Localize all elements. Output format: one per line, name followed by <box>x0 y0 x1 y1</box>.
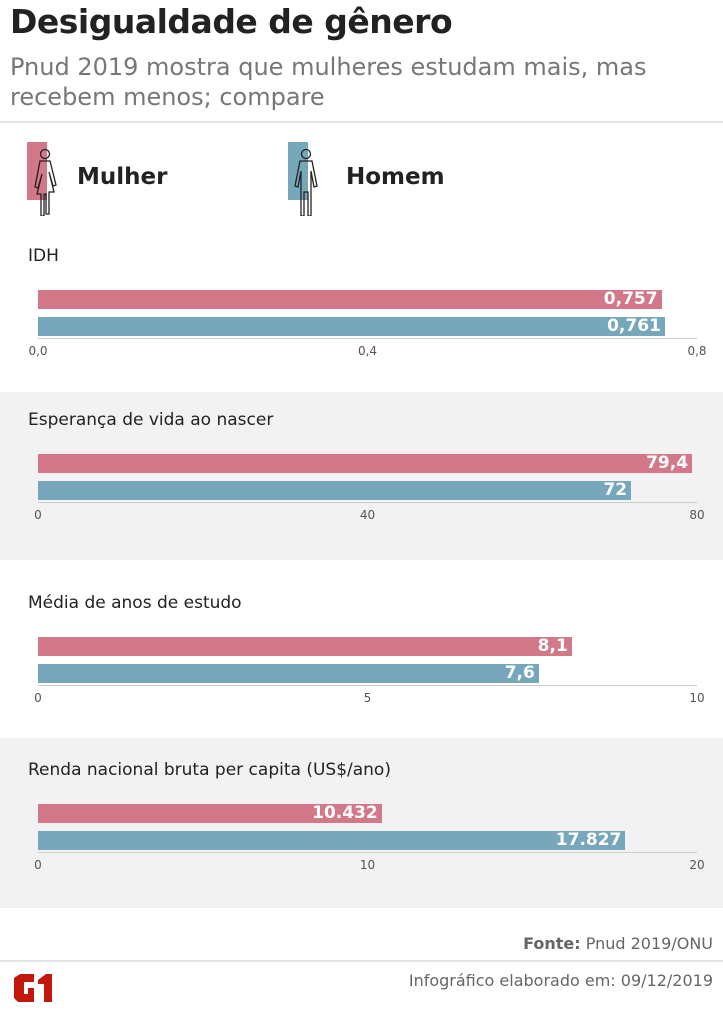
data-label: 10.432 <box>312 803 378 823</box>
legend-swatch <box>27 142 47 200</box>
x-axis <box>38 685 697 686</box>
tick-label: 80 <box>689 508 705 522</box>
data-label: 79,4 <box>646 453 689 473</box>
data-label: 8,1 <box>537 636 568 656</box>
tick-label: 20 <box>689 858 705 872</box>
man-icon <box>294 148 318 216</box>
tick-label: 0 <box>34 508 42 522</box>
tick-label: 0 <box>34 691 42 705</box>
bar-mulher: 0,757 <box>38 289 662 309</box>
tick-label: 0,4 <box>357 344 378 358</box>
bar-homem: 72 <box>38 480 632 500</box>
tick-label: 5 <box>363 691 372 705</box>
source-label: Fonte: <box>523 934 581 953</box>
source-text: Pnud 2019/ONU <box>580 934 713 953</box>
page-title: Desigualdade de gênero <box>10 2 453 41</box>
x-axis <box>38 338 697 339</box>
bar-mulher: 79,4 <box>38 453 693 473</box>
data-label: 0,757 <box>603 289 658 309</box>
chart-panel: Média de anos de estudo 8,1 7,6 0 5 10 <box>0 575 723 730</box>
g1-logo <box>14 974 52 1002</box>
chart-title: Renda nacional bruta per capita (US$/ano… <box>28 760 391 780</box>
legend-label: Homem <box>346 164 445 190</box>
bar-homem: 7,6 <box>38 663 539 683</box>
data-label: 0,761 <box>607 316 661 336</box>
subtitle: Pnud 2019 mostra que mulheres estudam ma… <box>10 53 647 111</box>
tick-label: 0,8 <box>687 344 707 358</box>
data-label: 7,6 <box>504 663 535 683</box>
bar-homem: 17.827 <box>38 830 626 850</box>
bar-mulher: 10.432 <box>38 803 382 823</box>
tick-label: 40 <box>359 508 376 522</box>
chart-title: IDH <box>28 246 59 266</box>
data-label: 17.827 <box>555 830 622 850</box>
chart-title: Esperança de vida ao nascer <box>28 410 274 430</box>
x-axis <box>38 852 697 853</box>
x-axis <box>38 502 697 503</box>
chart-title: Média de anos de estudo <box>28 593 242 613</box>
bar-homem: 0,761 <box>38 316 665 336</box>
chart-panel: IDH 0,757 0,761 0,0 0,4 0,8 <box>0 240 723 385</box>
tick-label: 0,0 <box>28 344 48 358</box>
tick-label: 0 <box>34 858 42 872</box>
woman-icon <box>34 148 57 216</box>
chart-panel: Esperança de vida ao nascer 79,4 72 0 40 80 <box>0 392 723 560</box>
source: Fonte: Pnud 2019/ONU <box>523 934 713 953</box>
divider <box>0 121 723 123</box>
date-note: Infográfico elaborado em: 09/12/2019 <box>408 971 713 990</box>
tick-label: 10 <box>359 858 376 872</box>
tick-label: 10 <box>689 691 705 705</box>
bar-mulher: 8,1 <box>38 636 572 656</box>
divider <box>0 960 723 962</box>
chart-panel: Renda nacional bruta per capita (US$/ano… <box>0 738 723 908</box>
data-label: 72 <box>603 480 628 500</box>
legend-label: Mulher <box>77 164 168 190</box>
